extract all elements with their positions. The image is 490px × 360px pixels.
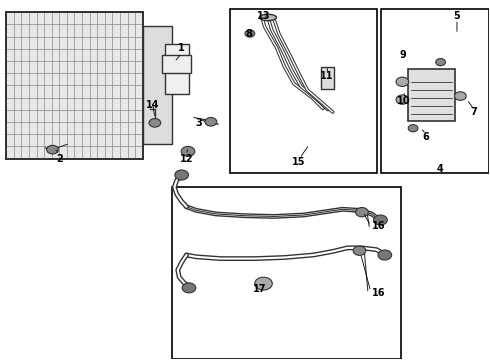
Bar: [6, 12, 143, 158]
Text: 15: 15: [292, 157, 305, 167]
Text: 1: 1: [178, 43, 185, 53]
Circle shape: [255, 277, 272, 290]
Bar: [6, 12, 143, 158]
Text: 5: 5: [454, 11, 460, 21]
Text: 9: 9: [400, 50, 407, 60]
Text: 17: 17: [253, 284, 267, 294]
Text: 16: 16: [372, 221, 385, 231]
Circle shape: [356, 207, 368, 217]
Circle shape: [378, 250, 392, 260]
Circle shape: [175, 170, 189, 180]
Text: 3: 3: [196, 118, 202, 128]
Circle shape: [205, 117, 217, 126]
Circle shape: [396, 95, 409, 104]
Text: 13: 13: [257, 11, 270, 21]
Circle shape: [436, 59, 445, 66]
Bar: [143, 26, 172, 144]
Text: 6: 6: [423, 132, 430, 142]
Circle shape: [149, 118, 161, 127]
Text: 4: 4: [437, 164, 443, 174]
Bar: [165, 44, 189, 94]
Text: 12: 12: [180, 154, 193, 163]
Circle shape: [245, 30, 255, 37]
Text: 10: 10: [396, 96, 410, 107]
Text: 2: 2: [56, 154, 63, 163]
Bar: [320, 67, 334, 89]
Circle shape: [396, 77, 409, 86]
Text: 11: 11: [320, 71, 334, 81]
Ellipse shape: [259, 14, 276, 21]
Circle shape: [353, 246, 366, 255]
Circle shape: [181, 147, 195, 157]
Text: 14: 14: [146, 100, 159, 110]
Circle shape: [455, 92, 466, 100]
Bar: [408, 69, 455, 121]
Text: 8: 8: [245, 28, 252, 39]
Text: 7: 7: [470, 107, 477, 117]
Circle shape: [408, 125, 418, 132]
Bar: [162, 55, 192, 73]
Circle shape: [47, 145, 58, 154]
Circle shape: [182, 283, 196, 293]
Circle shape: [374, 215, 387, 225]
Text: 16: 16: [372, 288, 385, 297]
